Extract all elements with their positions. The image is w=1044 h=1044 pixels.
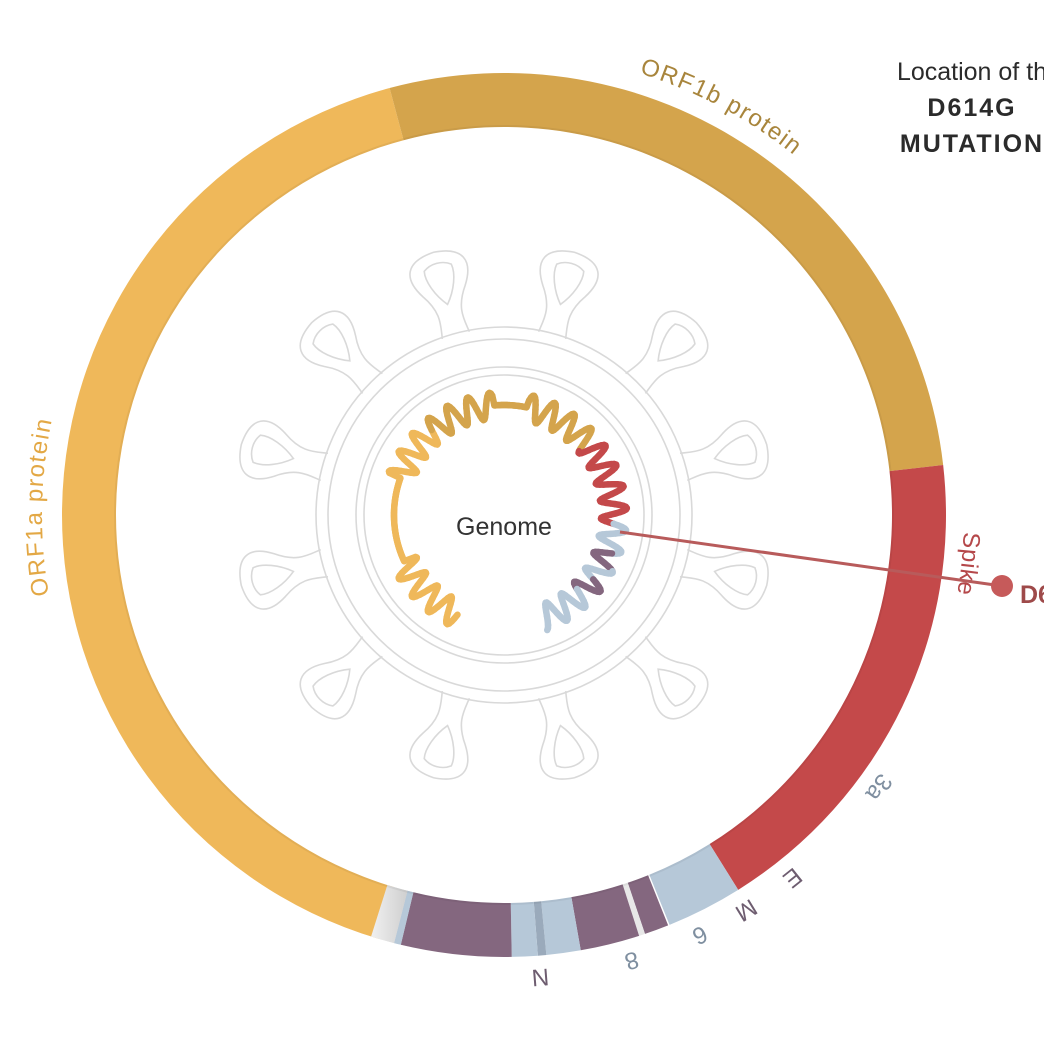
- genome-coil-strand: [543, 625, 552, 634]
- ring-segment-n: [400, 892, 512, 957]
- ring-segment-6: [541, 897, 581, 955]
- mutation-label: D6: [1020, 581, 1044, 609]
- ring-label-e: E: [778, 862, 807, 893]
- mutation-pointer: D6: [619, 530, 1044, 609]
- ring-segment-spike: [709, 464, 946, 890]
- virus-envelope-inner: [327, 338, 681, 692]
- spike-protein-outline: [625, 310, 709, 394]
- ring-label-3a: 3a: [860, 768, 898, 806]
- spike-protein-outline: [299, 636, 383, 720]
- genome-ring: [62, 73, 946, 957]
- ring-segment-7: [533, 901, 547, 956]
- virus-capsid-inner: [363, 374, 645, 656]
- ring-segment-e: [627, 875, 669, 934]
- ring-segment-m: [571, 884, 640, 951]
- spike-protein-outline: [537, 250, 599, 340]
- spike-protein-outline: [239, 548, 329, 610]
- ring-segment-orf1a: [62, 88, 404, 939]
- spike-protein-outline: [679, 548, 769, 610]
- mutation-dot: [991, 575, 1013, 597]
- spike-protein-outline: [679, 420, 769, 482]
- ring-segment-divider: [622, 882, 645, 936]
- ring-label: Spike: [951, 532, 984, 598]
- caption-line-2: D614G: [927, 94, 1017, 122]
- spike-protein-outline: [409, 250, 471, 340]
- genome-coil: [385, 389, 631, 634]
- ring-inner-shade: [114, 125, 894, 905]
- ring-segment-8: [510, 901, 538, 957]
- virus-outline-illustration: [239, 250, 769, 780]
- virus-envelope-outer: [315, 326, 693, 704]
- caption-line-3: MUTATION: [899, 130, 1044, 158]
- spike-protein-outline: [239, 420, 329, 482]
- spike-protein-outline: [625, 636, 709, 720]
- ring-segment-orf1b: [389, 73, 944, 472]
- ring-segment-9: [394, 890, 414, 945]
- ring-segment-3a: [649, 844, 739, 925]
- ring-label-8: 8: [622, 945, 642, 975]
- ring-label-n: N: [531, 963, 550, 991]
- spike-protein-outline: [299, 310, 383, 394]
- ring-end-cap-end: [371, 885, 408, 944]
- virus-capsid-outer: [355, 366, 653, 664]
- spike-protein-outline: [537, 690, 599, 780]
- ring-label-6: 6: [688, 920, 712, 950]
- genome-center-label: Genome: [456, 513, 552, 541]
- caption-line-1: Location of th: [896, 58, 1044, 86]
- mutation-line: [619, 530, 1003, 588]
- ring-label-m: M: [730, 893, 761, 926]
- mutation-caption: Location of th D614G MUTATION: [872, 54, 1044, 162]
- spike-protein-outline: [409, 690, 471, 780]
- ring-label: ORF1a protein: [21, 415, 58, 598]
